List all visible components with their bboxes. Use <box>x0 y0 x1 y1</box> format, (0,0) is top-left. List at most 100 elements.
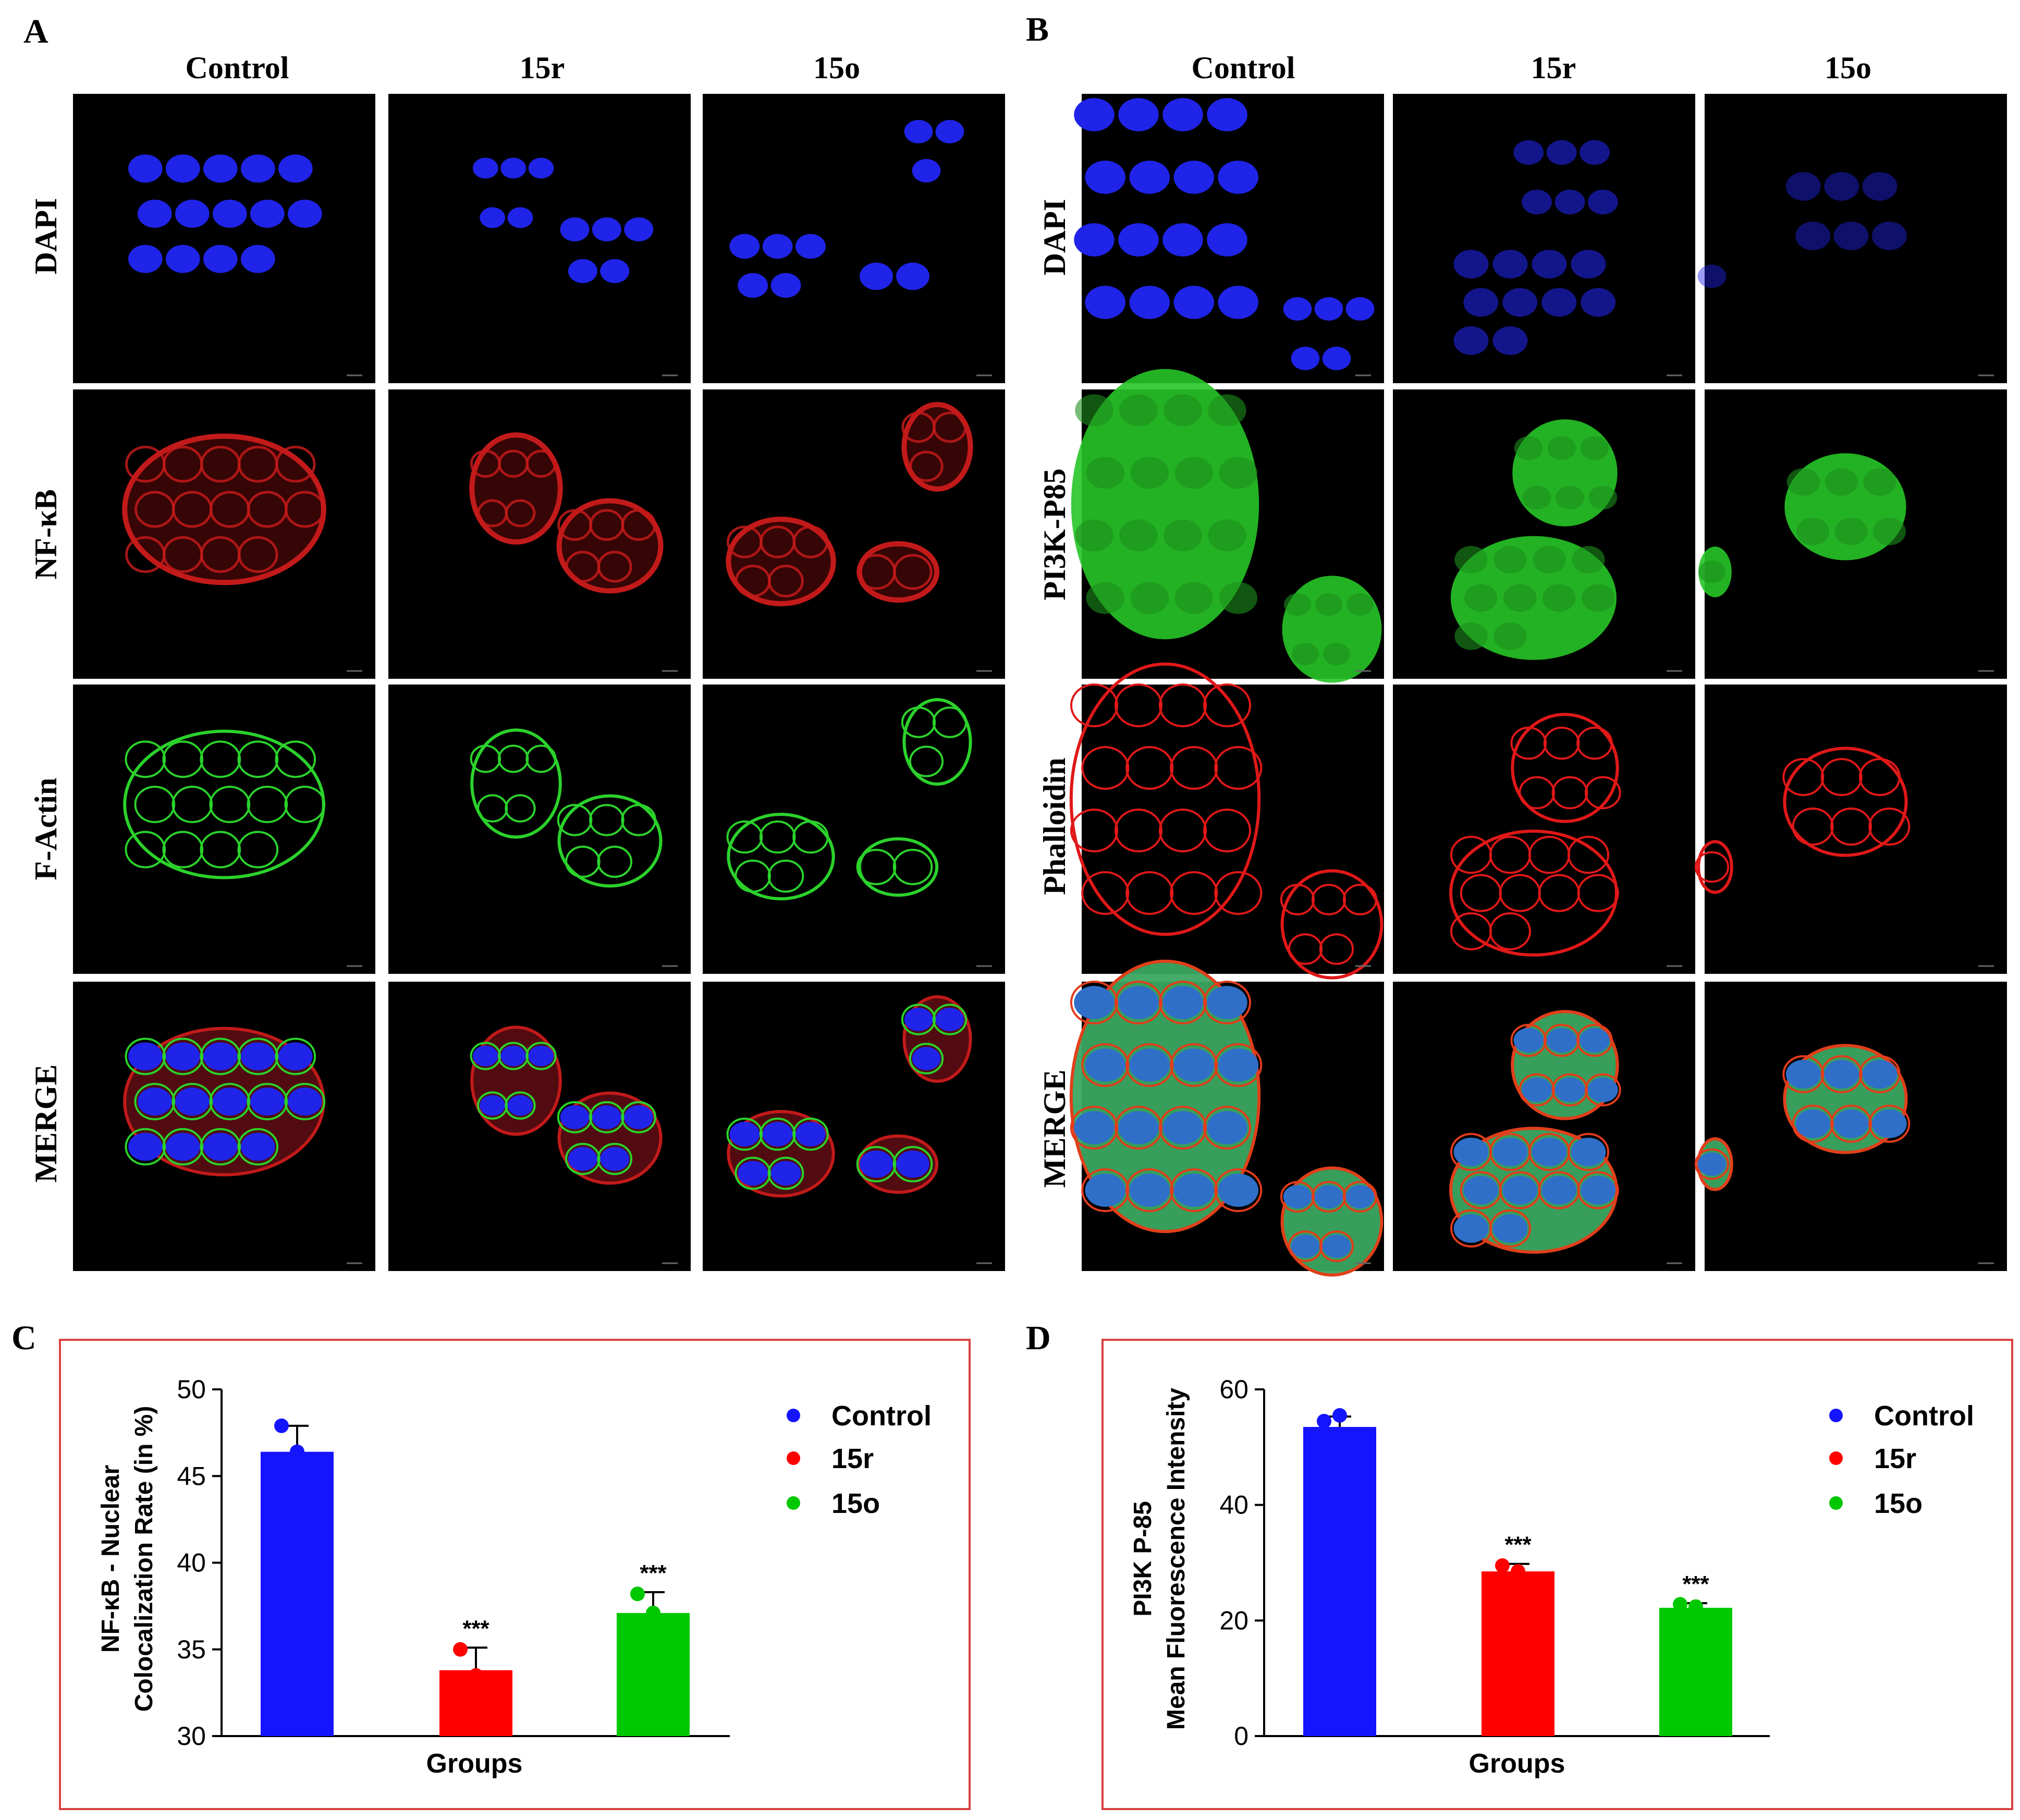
panel-b-cell-cluster-cell-border <box>1585 776 1621 810</box>
panel-d-legend-marker-control <box>1829 1409 1843 1422</box>
panel-a-cell-cluster-cell-border <box>597 1143 632 1175</box>
panel-a-cell-cluster <box>904 120 964 182</box>
panel-a-cell-cluster-nucleus <box>240 154 275 183</box>
panel-b-cell-cluster-cell-border <box>1170 1043 1218 1087</box>
panel-b-cell-cluster-nucleus-shadow <box>1572 546 1605 574</box>
panel-a-cell-cluster-cell-border <box>125 1037 166 1076</box>
panel-b-cell-cluster-cell-border <box>1158 1106 1207 1150</box>
panel-b-cell-cluster-nucleus <box>1118 98 1159 131</box>
panel-b-cell-cluster-nucleus <box>1697 1152 1727 1176</box>
panel-a-cell-cluster-nucleus <box>480 207 505 228</box>
panel-b-cell-cluster-nucleus <box>1554 189 1585 215</box>
panel-b-cell-cluster-nucleus <box>1173 161 1215 194</box>
panel-b-cell-cluster-nucleus-shadow <box>1164 394 1202 426</box>
panel-a-tile-r2-c3 <box>703 389 1005 679</box>
panel-a-cell-cluster <box>901 402 973 492</box>
panel-b-cell-cluster-nucleus-shadow <box>1547 436 1576 460</box>
panel-b-cell-cluster-cell-border <box>1288 933 1323 965</box>
panel-b-cell-cluster-nucleus <box>1871 1109 1907 1138</box>
panel-b-cell-cluster <box>1782 1044 1911 1154</box>
panel-a-cell-cluster <box>726 517 836 606</box>
panel-b-cell-cluster-nucleus <box>1207 1111 1247 1144</box>
panel-b-cell-cluster <box>1512 419 1618 527</box>
panel-a-cell-cluster <box>557 794 663 888</box>
panel-b-cell-cluster <box>1784 453 1906 560</box>
panel-b-cell-cluster <box>1785 172 1907 250</box>
panel-a-cell-cluster-nucleus <box>560 1105 590 1129</box>
panel-a-cell-cluster-nucleus <box>278 154 313 183</box>
panel-b-tile-r1-c2 <box>1393 94 1695 383</box>
panel-b-cell-cluster <box>1694 1137 1733 1191</box>
panel-b-cell-cluster-nucleus <box>1546 1028 1577 1053</box>
panel-c-data-point <box>274 1418 289 1433</box>
panel-b-cell-cluster <box>1698 546 1732 597</box>
panel-a-cell-cluster-cell-border <box>162 1037 204 1076</box>
panel-b-cell-cluster-nucleus-shadow <box>1533 546 1566 574</box>
panel-b-cell-cluster-nucleus <box>1283 297 1312 321</box>
panel-b-cell-cluster-nucleus-shadow <box>1346 593 1374 616</box>
panel-c-data-point <box>646 1605 660 1620</box>
panel-b-cell-cluster <box>1697 264 1727 288</box>
panel-b-cell-cluster <box>1694 840 1733 894</box>
panel-b-cell-cluster-nucleus <box>1129 161 1170 194</box>
panel-b-cell-cluster-nucleus <box>1502 1176 1538 1205</box>
panel-a-cell-cluster-outline <box>556 498 664 594</box>
panel-a-cell-cluster-nucleus <box>770 273 801 298</box>
panel-b-row-pi3k: PI3K-P85 <box>1037 468 1072 600</box>
panel-b-row-merge: MERGE <box>1037 1070 1072 1188</box>
panel-b-cell-cluster-nucleus <box>1581 1176 1616 1205</box>
panel-b-cell-cluster-nucleus <box>1218 161 1259 194</box>
panel-d-legend-label-15r: 15r <box>1874 1443 1916 1474</box>
panel-a-cell-cluster-nucleus <box>738 1161 768 1186</box>
panel-a-cell-cluster-nucleus <box>600 259 630 283</box>
panel-a-cell-cluster-nucleus <box>795 234 826 259</box>
panel-a-cell-cluster-nucleus <box>500 157 526 179</box>
panel-a-cell-cluster-nucleus <box>137 200 172 228</box>
panel-b-cell-cluster-nucleus-shadow <box>1130 582 1169 614</box>
panel-b-cell-cluster-cell-border <box>1114 809 1163 852</box>
panel-a-cell-cluster-cell-border <box>125 1128 166 1166</box>
panel-a-tile-r1-c1 <box>73 94 375 383</box>
panel-b-cell-cluster-cell-border <box>1158 809 1207 852</box>
panel-b-cell-cluster-nucleus <box>1314 1185 1343 1208</box>
panel-a-cell-cluster-nucleus <box>762 234 793 259</box>
panel-b-cell-cluster-outline <box>1511 713 1619 823</box>
panel-a-cell-cluster-nucleus <box>624 1105 654 1129</box>
panel-a-cell-cluster-outline <box>726 517 836 606</box>
panel-b-cell-cluster-nucleus <box>1118 223 1159 256</box>
panel-a-cell-cluster-cell-border <box>525 449 557 478</box>
panel-b-cell-cluster-nucleus <box>1322 347 1351 370</box>
panel-b-cell-cluster-nucleus-shadow <box>1514 436 1543 460</box>
panel-b-cell-cluster-nucleus <box>1207 223 1247 256</box>
panel-b-cell-cluster-nucleus <box>1571 1138 1606 1167</box>
panel-a-cell-cluster-nucleus <box>762 1121 793 1147</box>
panel-b-cell-cluster-cell-border <box>1782 1055 1825 1093</box>
panel-a-cell-cluster-cell-border <box>892 1146 933 1182</box>
panel-a-cell-cluster-cell-border <box>589 1101 625 1133</box>
panel-b-cell-cluster-outline <box>1069 959 1261 1233</box>
panel-b-cell-cluster <box>1782 747 1911 857</box>
panel-b-cell-cluster-nucleus-shadow <box>1588 485 1618 510</box>
panel-b-cell-cluster-nucleus <box>1453 250 1489 279</box>
panel-d-data-point <box>1332 1408 1347 1423</box>
panel-b-cell-cluster-cell-border <box>1576 1023 1613 1057</box>
panel-b-cell-cluster-nucleus <box>1207 986 1247 1019</box>
panel-a-cell-cluster <box>473 157 554 228</box>
panel-a-cell-cluster-nucleus <box>500 1045 526 1067</box>
panel-b-cell-cluster-nucleus <box>1795 222 1831 250</box>
panel-c-chart: NF-κB - Nuclear Colocalization Rate (in … <box>97 1375 932 1779</box>
panel-b-cell-cluster-nucleus-shadow <box>1556 485 1584 510</box>
panel-a-cell-cluster-cell-border <box>134 786 176 823</box>
panel-b-row-dapi: DAPI <box>1037 199 1072 276</box>
panel-a-cell-cluster <box>128 154 322 273</box>
panel-a-cell-cluster-cell-border <box>525 1042 557 1070</box>
panel-a-cell-cluster-cell-border <box>597 551 632 583</box>
panel-a-cell-cluster <box>726 813 835 900</box>
panel-b-cell-cluster-cell-border <box>1203 981 1252 1024</box>
panel-b-cell-cluster-nucleus-shadow <box>1219 457 1257 489</box>
panel-b-cell-cluster-nucleus-shadow <box>1086 457 1124 489</box>
panel-a-cell-cluster-cell-border <box>209 786 251 823</box>
panel-b-cell-cluster-nucleus-shadow <box>1786 468 1820 496</box>
panel-b-image-grid <box>1069 94 2007 1277</box>
